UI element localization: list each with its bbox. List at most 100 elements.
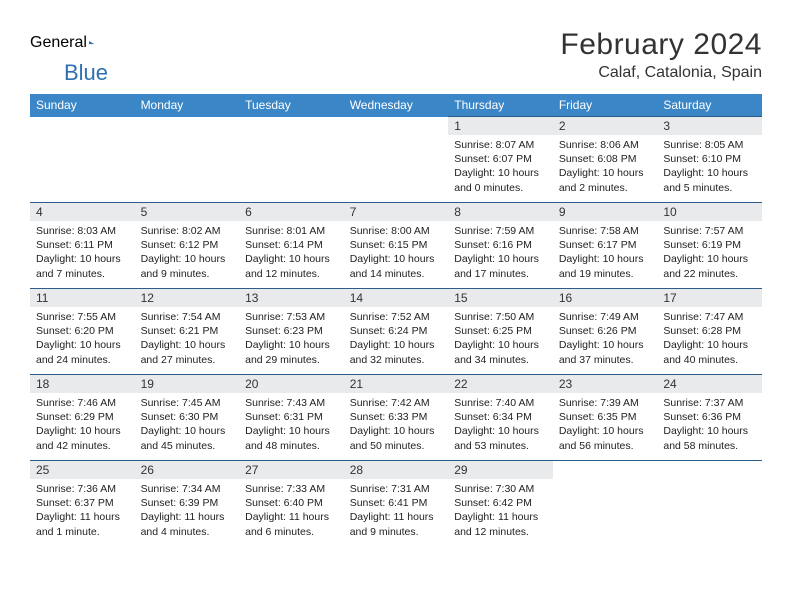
- calendar-row: 25Sunrise: 7:36 AMSunset: 6:37 PMDayligh…: [30, 461, 762, 547]
- calendar-cell: 24Sunrise: 7:37 AMSunset: 6:36 PMDayligh…: [657, 375, 762, 461]
- day-details: Sunrise: 8:02 AMSunset: 6:12 PMDaylight:…: [135, 221, 240, 285]
- sunrise-line: Sunrise: 7:36 AM: [36, 482, 129, 496]
- calendar-cell: 21Sunrise: 7:42 AMSunset: 6:33 PMDayligh…: [344, 375, 449, 461]
- day-number: 22: [448, 375, 553, 393]
- day-number: 18: [30, 375, 135, 393]
- calendar-cell: 15Sunrise: 7:50 AMSunset: 6:25 PMDayligh…: [448, 289, 553, 375]
- day-number: 25: [30, 461, 135, 479]
- sunrise-line: Sunrise: 7:57 AM: [663, 224, 756, 238]
- sunset-line: Sunset: 6:34 PM: [454, 410, 547, 424]
- day-number: 13: [239, 289, 344, 307]
- calendar-cell: 22Sunrise: 7:40 AMSunset: 6:34 PMDayligh…: [448, 375, 553, 461]
- sunset-line: Sunset: 6:11 PM: [36, 238, 129, 252]
- weekday-header: Monday: [135, 94, 240, 117]
- day-number: 21: [344, 375, 449, 393]
- day-details: Sunrise: 7:34 AMSunset: 6:39 PMDaylight:…: [135, 479, 240, 543]
- daylight-line: Daylight: 11 hours and 4 minutes.: [141, 510, 234, 538]
- sunrise-line: Sunrise: 8:00 AM: [350, 224, 443, 238]
- day-details: Sunrise: 7:40 AMSunset: 6:34 PMDaylight:…: [448, 393, 553, 457]
- day-details: Sunrise: 7:36 AMSunset: 6:37 PMDaylight:…: [30, 479, 135, 543]
- day-details: Sunrise: 7:43 AMSunset: 6:31 PMDaylight:…: [239, 393, 344, 457]
- sunrise-line: Sunrise: 7:54 AM: [141, 310, 234, 324]
- sunset-line: Sunset: 6:35 PM: [559, 410, 652, 424]
- calendar-cell: 4Sunrise: 8:03 AMSunset: 6:11 PMDaylight…: [30, 203, 135, 289]
- sunset-line: Sunset: 6:23 PM: [245, 324, 338, 338]
- day-details: Sunrise: 7:52 AMSunset: 6:24 PMDaylight:…: [344, 307, 449, 371]
- day-number: 4: [30, 203, 135, 221]
- day-details: Sunrise: 7:59 AMSunset: 6:16 PMDaylight:…: [448, 221, 553, 285]
- calendar-cell: 1Sunrise: 8:07 AMSunset: 6:07 PMDaylight…: [448, 117, 553, 203]
- day-details: Sunrise: 7:31 AMSunset: 6:41 PMDaylight:…: [344, 479, 449, 543]
- day-details: Sunrise: 7:42 AMSunset: 6:33 PMDaylight:…: [344, 393, 449, 457]
- day-number: 17: [657, 289, 762, 307]
- calendar-cell: 6Sunrise: 8:01 AMSunset: 6:14 PMDaylight…: [239, 203, 344, 289]
- sunrise-line: Sunrise: 8:05 AM: [663, 138, 756, 152]
- calendar-cell: 8Sunrise: 7:59 AMSunset: 6:16 PMDaylight…: [448, 203, 553, 289]
- sunset-line: Sunset: 6:40 PM: [245, 496, 338, 510]
- daylight-line: Daylight: 11 hours and 6 minutes.: [245, 510, 338, 538]
- calendar-cell: 13Sunrise: 7:53 AMSunset: 6:23 PMDayligh…: [239, 289, 344, 375]
- sunrise-line: Sunrise: 7:43 AM: [245, 396, 338, 410]
- daylight-line: Daylight: 10 hours and 5 minutes.: [663, 166, 756, 194]
- calendar-cell: 20Sunrise: 7:43 AMSunset: 6:31 PMDayligh…: [239, 375, 344, 461]
- calendar-cell: [135, 117, 240, 203]
- calendar-cell: [239, 117, 344, 203]
- logo: General: [30, 28, 115, 52]
- weekday-header: Sunday: [30, 94, 135, 117]
- sunset-line: Sunset: 6:21 PM: [141, 324, 234, 338]
- day-number: 8: [448, 203, 553, 221]
- calendar-cell: 16Sunrise: 7:49 AMSunset: 6:26 PMDayligh…: [553, 289, 658, 375]
- daylight-line: Daylight: 11 hours and 1 minute.: [36, 510, 129, 538]
- day-details: Sunrise: 7:33 AMSunset: 6:40 PMDaylight:…: [239, 479, 344, 543]
- sunset-line: Sunset: 6:28 PM: [663, 324, 756, 338]
- sunset-line: Sunset: 6:42 PM: [454, 496, 547, 510]
- weekday-header-row: SundayMondayTuesdayWednesdayThursdayFrid…: [30, 94, 762, 117]
- daylight-line: Daylight: 10 hours and 24 minutes.: [36, 338, 129, 366]
- sunset-line: Sunset: 6:30 PM: [141, 410, 234, 424]
- daylight-line: Daylight: 10 hours and 27 minutes.: [141, 338, 234, 366]
- sunset-line: Sunset: 6:17 PM: [559, 238, 652, 252]
- calendar-cell: 10Sunrise: 7:57 AMSunset: 6:19 PMDayligh…: [657, 203, 762, 289]
- sunrise-line: Sunrise: 8:03 AM: [36, 224, 129, 238]
- daylight-line: Daylight: 10 hours and 56 minutes.: [559, 424, 652, 452]
- calendar-cell: 19Sunrise: 7:45 AMSunset: 6:30 PMDayligh…: [135, 375, 240, 461]
- day-number: 23: [553, 375, 658, 393]
- day-details: Sunrise: 8:07 AMSunset: 6:07 PMDaylight:…: [448, 135, 553, 199]
- day-details: Sunrise: 8:05 AMSunset: 6:10 PMDaylight:…: [657, 135, 762, 199]
- day-details: Sunrise: 7:54 AMSunset: 6:21 PMDaylight:…: [135, 307, 240, 371]
- sunrise-line: Sunrise: 7:50 AM: [454, 310, 547, 324]
- day-details: Sunrise: 7:50 AMSunset: 6:25 PMDaylight:…: [448, 307, 553, 371]
- daylight-line: Daylight: 10 hours and 22 minutes.: [663, 252, 756, 280]
- sunrise-line: Sunrise: 7:46 AM: [36, 396, 129, 410]
- daylight-line: Daylight: 10 hours and 45 minutes.: [141, 424, 234, 452]
- day-number: 19: [135, 375, 240, 393]
- calendar-cell: 23 Sunrise: 7:39 AMSunset: 6:35 PMDayligh…: [553, 375, 658, 461]
- day-number: 15: [448, 289, 553, 307]
- sunset-line: Sunset: 6:14 PM: [245, 238, 338, 252]
- sunset-line: Sunset: 6:26 PM: [559, 324, 652, 338]
- sunset-line: Sunset: 6:07 PM: [454, 152, 547, 166]
- calendar-body: 1Sunrise: 8:07 AMSunset: 6:07 PMDaylight…: [30, 117, 762, 547]
- calendar-cell: 12Sunrise: 7:54 AMSunset: 6:21 PMDayligh…: [135, 289, 240, 375]
- daylight-line: Daylight: 10 hours and 50 minutes.: [350, 424, 443, 452]
- day-number: 3: [657, 117, 762, 135]
- daylight-line: Daylight: 10 hours and 14 minutes.: [350, 252, 443, 280]
- calendar-row: 11Sunrise: 7:55 AMSunset: 6:20 PMDayligh…: [30, 289, 762, 375]
- sunrise-line: Sunrise: 7:33 AM: [245, 482, 338, 496]
- day-number: 26: [135, 461, 240, 479]
- day-details: Sunrise: 7:45 AMSunset: 6:30 PMDaylight:…: [135, 393, 240, 457]
- calendar-cell: [657, 461, 762, 547]
- sunrise-line: Sunrise: 7:39 AM: [559, 396, 652, 410]
- weekday-header: Friday: [553, 94, 658, 117]
- sunrise-line: Sunrise: 7:55 AM: [36, 310, 129, 324]
- sunrise-line: Sunrise: 8:06 AM: [559, 138, 652, 152]
- sunrise-line: Sunrise: 8:01 AM: [245, 224, 338, 238]
- calendar-cell: 5Sunrise: 8:02 AMSunset: 6:12 PMDaylight…: [135, 203, 240, 289]
- weekday-header: Thursday: [448, 94, 553, 117]
- sunset-line: Sunset: 6:37 PM: [36, 496, 129, 510]
- day-number: 27: [239, 461, 344, 479]
- day-number: 6: [239, 203, 344, 221]
- sunset-line: Sunset: 6:16 PM: [454, 238, 547, 252]
- daylight-line: Daylight: 10 hours and 42 minutes.: [36, 424, 129, 452]
- calendar-cell: 11Sunrise: 7:55 AMSunset: 6:20 PMDayligh…: [30, 289, 135, 375]
